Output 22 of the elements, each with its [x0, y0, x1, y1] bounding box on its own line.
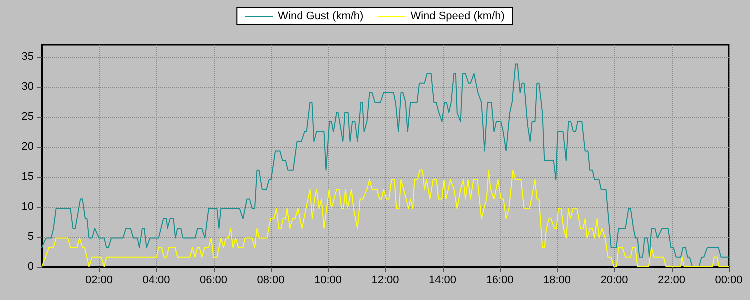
x-tick-label: 08:00: [257, 274, 285, 286]
legend-label: Wind Speed (km/h): [410, 10, 505, 22]
x-tick-label: 18:00: [543, 274, 572, 286]
x-tick-label: 16:00: [486, 274, 514, 286]
y-tick-label: 15: [22, 171, 34, 183]
x-tick-label: 02:00: [85, 274, 114, 286]
x-tick-label: 04:00: [142, 274, 170, 286]
x-tick-label: 00:00: [715, 274, 743, 286]
y-tick-label: 20: [22, 141, 34, 153]
x-tick-label: 22:00: [658, 274, 686, 286]
x-tick-label: 20:00: [600, 274, 628, 286]
x-tick-label: 10:00: [314, 274, 342, 286]
legend-label: Wind Gust (km/h): [278, 10, 364, 22]
y-tick-label: 5: [28, 231, 34, 243]
x-tick-label: 12:00: [372, 274, 400, 286]
x-tick-label: 14:00: [428, 274, 457, 286]
y-tick-label: 10: [22, 201, 34, 213]
y-tick-label: 35: [22, 51, 34, 63]
y-tick-label: 30: [22, 81, 34, 93]
x-tick-label: 06:00: [200, 274, 228, 286]
y-tick-label: 25: [22, 111, 34, 123]
y-tick-label: 0: [28, 261, 34, 273]
